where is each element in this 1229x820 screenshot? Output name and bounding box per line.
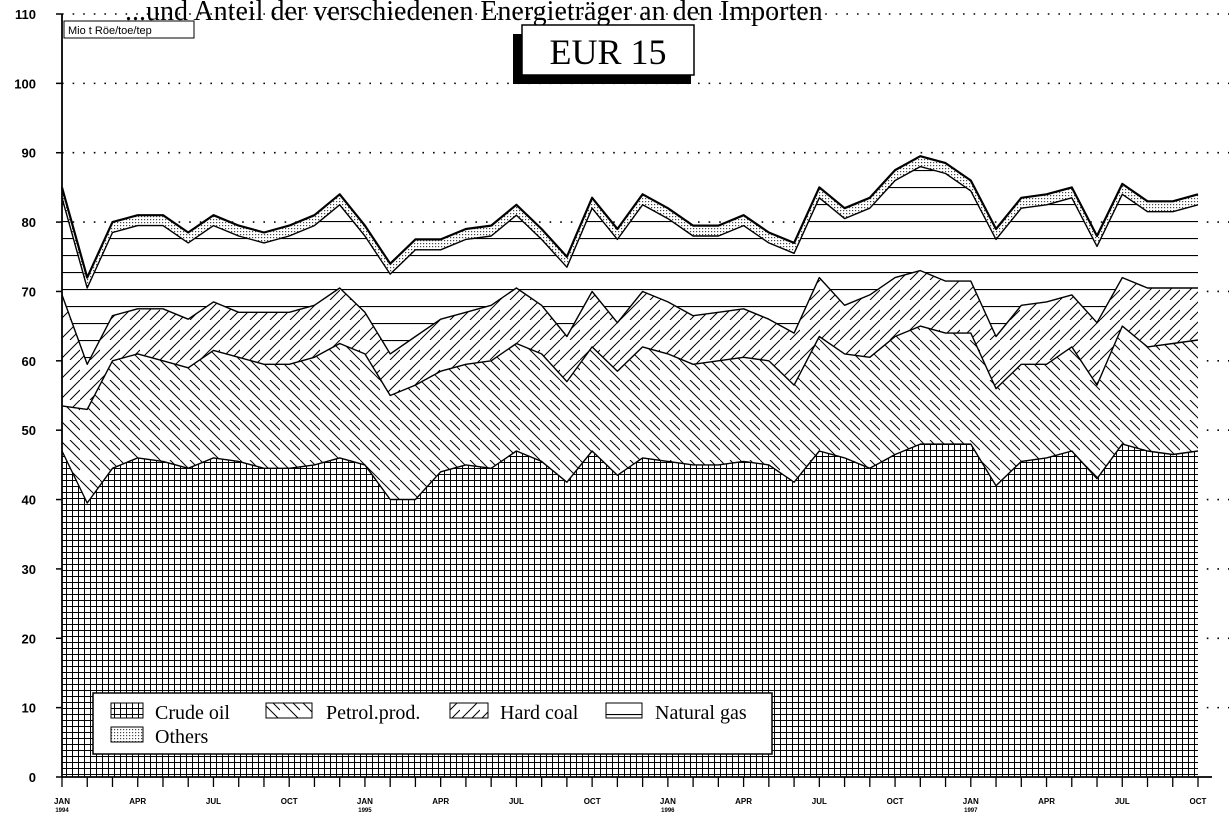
unit-label: Mio t Röe/toe/tep <box>68 25 152 37</box>
legend-swatch-petrol-prod <box>265 702 313 719</box>
x-tick-label: OCT <box>584 797 601 806</box>
legend-label-hard-coal: Hard coal <box>500 702 579 724</box>
series-boundary-line <box>61 325 1199 411</box>
series-boundary-line <box>61 165 1199 289</box>
x-tick-label: OCT <box>1190 797 1207 806</box>
legend-label-petrol-prod: Petrol.prod. <box>326 702 420 724</box>
legend-label-others: Others <box>155 726 209 748</box>
x-tick-year-label: 1995 <box>358 808 372 814</box>
y-tick-label: 50 <box>22 423 36 438</box>
area-petrol-prod <box>62 326 1198 503</box>
y-tick-label: 0 <box>29 770 36 785</box>
legend-swatch-crude-oil <box>110 702 144 719</box>
x-tick-year-label: 1997 <box>964 808 978 814</box>
x-tick-label: JAN <box>963 797 979 806</box>
y-tick-label: 110 <box>15 7 36 22</box>
series-boundary-line <box>60 155 1199 279</box>
x-tick-year-label: 1996 <box>661 808 675 814</box>
x-tick-label: JUL <box>509 797 524 806</box>
x-tick-label: JAN <box>357 797 373 806</box>
y-axis-tick-labels: 0 10 20 30 40 50 60 70 80 90 100 110 <box>14 7 36 785</box>
y-tick-label: 70 <box>22 284 36 299</box>
y-tick-label: 90 <box>22 146 36 161</box>
x-tick-label: JUL <box>1115 797 1130 806</box>
x-axis-tick-labels: JAN 1994 APR JUL OCT JAN 1995 APR JUL OCT JAN 1996 A… <box>54 797 1207 814</box>
area-hard-coal <box>62 270 1198 410</box>
unit-label-box: Mio t Röe/toe/tep <box>63 20 195 39</box>
legend: Crude oil Petrol.prod. Hard coal Natural… <box>92 692 773 755</box>
series-boundary-line <box>61 269 1198 365</box>
legend-swatch-natural-gas <box>605 702 643 719</box>
x-tick-year-label: 1994 <box>55 808 69 814</box>
area-natural-gas <box>62 166 1198 365</box>
x-tick-label: JUL <box>206 797 221 806</box>
chart-title-box: EUR 15 <box>513 24 695 84</box>
x-tick-label: OCT <box>887 797 904 806</box>
x-tick-label: JAN <box>660 797 676 806</box>
x-tick-label: JUL <box>812 797 827 806</box>
x-tick-label: APR <box>432 797 449 806</box>
y-tick-label: 20 <box>22 631 36 646</box>
stacked-areas <box>60 155 1199 777</box>
chart-title: EUR 15 <box>550 32 667 72</box>
series-boundary-line <box>61 443 1199 504</box>
y-tick-label: 80 <box>22 215 36 230</box>
y-tick-label: 10 <box>22 701 36 716</box>
y-tick-label: 40 <box>22 493 36 508</box>
legend-label-natural-gas: Natural gas <box>655 702 747 724</box>
page-header-fragment: ...und Anteil der verschiedenen Energiet… <box>125 0 823 27</box>
legend-swatch-others <box>110 726 144 743</box>
x-tick-label: OCT <box>281 797 298 806</box>
x-tick-label: APR <box>1038 797 1055 806</box>
y-tick-label: 100 <box>14 76 36 91</box>
legend-swatch-hard-coal <box>449 702 489 719</box>
y-tick-label: 60 <box>22 354 36 369</box>
x-tick-label: APR <box>129 797 146 806</box>
y-tick-label: 30 <box>22 562 36 577</box>
axes <box>56 13 1212 787</box>
legend-label-crude-oil: Crude oil <box>155 702 230 724</box>
x-tick-label: JAN <box>54 797 70 806</box>
x-tick-label: APR <box>735 797 752 806</box>
